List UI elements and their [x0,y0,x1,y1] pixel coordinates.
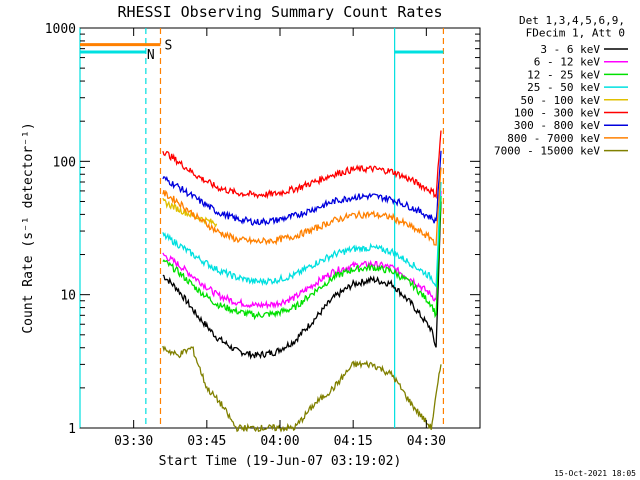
x-axis-label: Start Time (19-Jun-07 03:19:02) [159,454,402,469]
y-tick-label: 1000 [45,22,76,37]
series-line-8 [162,345,442,433]
y-tick-label: 10 [60,289,76,304]
series-line-0 [162,201,442,360]
series-line-6 [162,150,442,227]
y-tick-label: 1 [68,422,76,437]
legend-entry-label: 6 - 12 keV [534,56,601,69]
legend-entry-label: 12 - 25 keV [527,68,600,81]
x-tick-label: 03:30 [114,434,153,449]
y-axis-ticks: 1 10 100 1000 [45,22,480,437]
legend-header: Det 1,3,4,5,6,9, [519,14,625,27]
legend-entry-label: 300 - 800 keV [514,119,600,132]
chart-title: RHESSI Observing Summary Count Rates [117,3,442,21]
x-tick-label: 04:00 [260,434,299,449]
legend-entry-label: 7000 - 15000 keV [494,145,600,158]
legend-entry-label: 25 - 50 keV [527,81,600,94]
legend-entry-label: 50 - 100 keV [521,94,601,107]
legend: Det 1,3,4,5,6,9,FDecim 1, Att 0 3 - 6 keV… [494,14,628,158]
series-line-4 [162,197,218,228]
night-label: N [147,48,155,63]
series-line-1 [162,190,442,310]
series-line-7 [162,167,442,246]
footer-timestamp: 15-Oct-2021 18:05 [554,469,636,478]
series-line-3 [162,181,442,288]
x-tick-label: 03:45 [187,434,226,449]
series-line-2 [162,195,442,321]
plot-area: SN [79,27,481,433]
legend-entry-label: 800 - 7000 keV [507,132,600,145]
saa-label: S [164,39,172,54]
legend-entry-label: 100 - 300 keV [514,107,600,120]
legend-header: FDecim 1, Att 0 [526,27,625,40]
y-axis-label: Count Rate (s⁻¹ detector⁻¹) [21,122,36,333]
x-axis-ticks: 03:30 03:45 04:00 04:15 04:30 [114,28,446,449]
y-tick-label: 100 [53,155,76,170]
x-tick-label: 04:15 [334,434,373,449]
series-line-5 [162,130,442,200]
x-tick-label: 04:30 [407,434,446,449]
plot-frame [79,27,481,429]
legend-entry-label: 3 - 6 keV [540,43,600,56]
